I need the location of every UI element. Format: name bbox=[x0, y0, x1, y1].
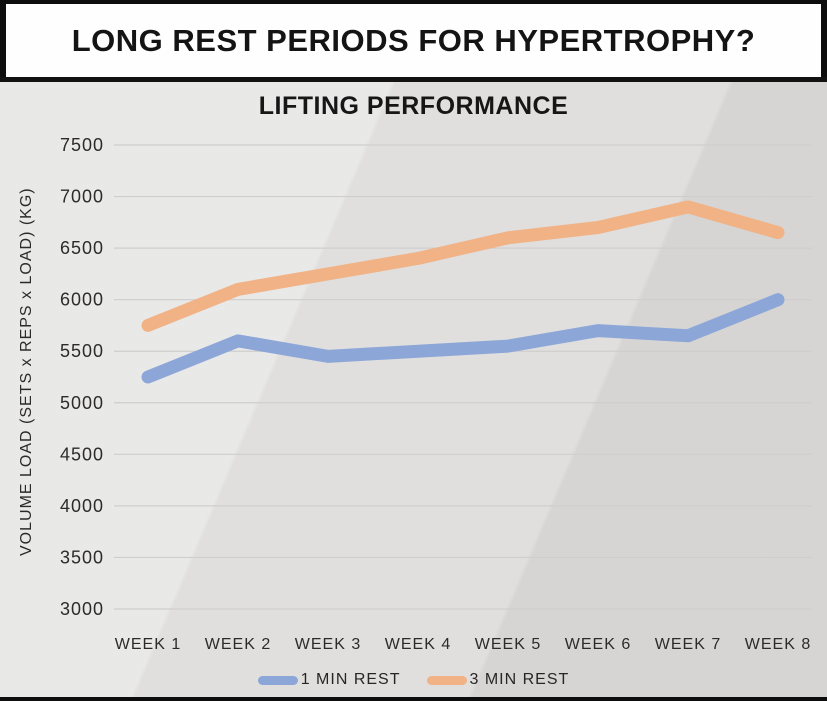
right-frame-bar bbox=[821, 0, 827, 82]
svg-text:WEEK 3: WEEK 3 bbox=[295, 636, 361, 653]
legend-swatch-1min bbox=[257, 675, 298, 685]
chart-area: LIFTING PERFORMANCE VOLUME LOAD (SETS x … bbox=[0, 82, 827, 697]
bottom-frame-bar bbox=[0, 697, 827, 701]
svg-text:7000: 7000 bbox=[60, 187, 104, 207]
svg-text:WEEK 8: WEEK 8 bbox=[745, 636, 811, 653]
svg-text:5000: 5000 bbox=[60, 393, 104, 413]
series-line-3-min-rest bbox=[141, 200, 785, 332]
svg-text:WEEK 7: WEEK 7 bbox=[655, 636, 721, 653]
svg-text:6500: 6500 bbox=[60, 238, 104, 258]
legend-swatch-3min bbox=[426, 675, 467, 685]
svg-text:WEEK 1: WEEK 1 bbox=[115, 636, 181, 653]
svg-text:WEEK 5: WEEK 5 bbox=[475, 636, 541, 653]
top-frame-bar bbox=[0, 0, 827, 4]
svg-text:7500: 7500 bbox=[60, 135, 104, 155]
svg-text:WEEK 6: WEEK 6 bbox=[565, 636, 631, 653]
page-title: LONG REST PERIODS FOR HYPERTROPHY? bbox=[71, 22, 756, 58]
header: LONG REST PERIODS FOR HYPERTROPHY? bbox=[6, 4, 821, 77]
data-series bbox=[141, 200, 785, 384]
legend-label-1min: 1 MIN REST bbox=[300, 671, 401, 688]
legend-item-3min: 3 MIN REST bbox=[426, 671, 570, 689]
svg-text:5500: 5500 bbox=[60, 341, 104, 361]
x-tick-labels: WEEK 1 WEEK 2 WEEK 3 WEEK 4 WEEK 5 WEEK 6 WEEK… bbox=[115, 636, 811, 653]
svg-text:4000: 4000 bbox=[60, 496, 104, 516]
series-line-1-min-rest bbox=[141, 293, 785, 384]
svg-text:3500: 3500 bbox=[60, 547, 104, 567]
chart-legend: 1 MIN REST 3 MIN REST bbox=[0, 671, 827, 689]
gridlines bbox=[114, 144, 812, 610]
header-divider bbox=[0, 77, 827, 82]
svg-text:WEEK 2: WEEK 2 bbox=[205, 636, 271, 653]
svg-text:3000: 3000 bbox=[60, 599, 104, 619]
left-frame-bar bbox=[0, 0, 6, 82]
svg-text:WEEK 4: WEEK 4 bbox=[385, 636, 451, 653]
svg-text:6000: 6000 bbox=[60, 290, 104, 310]
legend-label-3min: 3 MIN REST bbox=[469, 671, 570, 688]
chart-title: LIFTING PERFORMANCE bbox=[258, 92, 569, 120]
y-tick-labels: 3000 3500 4000 4500 5000 5500 6000 6500 7000 7500 bbox=[60, 135, 104, 619]
line-chart: 3000 3500 4000 4500 5000 5500 6000 6500 7000 7500… bbox=[60, 135, 812, 653]
legend-item-1min: 1 MIN REST bbox=[257, 671, 401, 689]
svg-text:4500: 4500 bbox=[60, 444, 104, 464]
